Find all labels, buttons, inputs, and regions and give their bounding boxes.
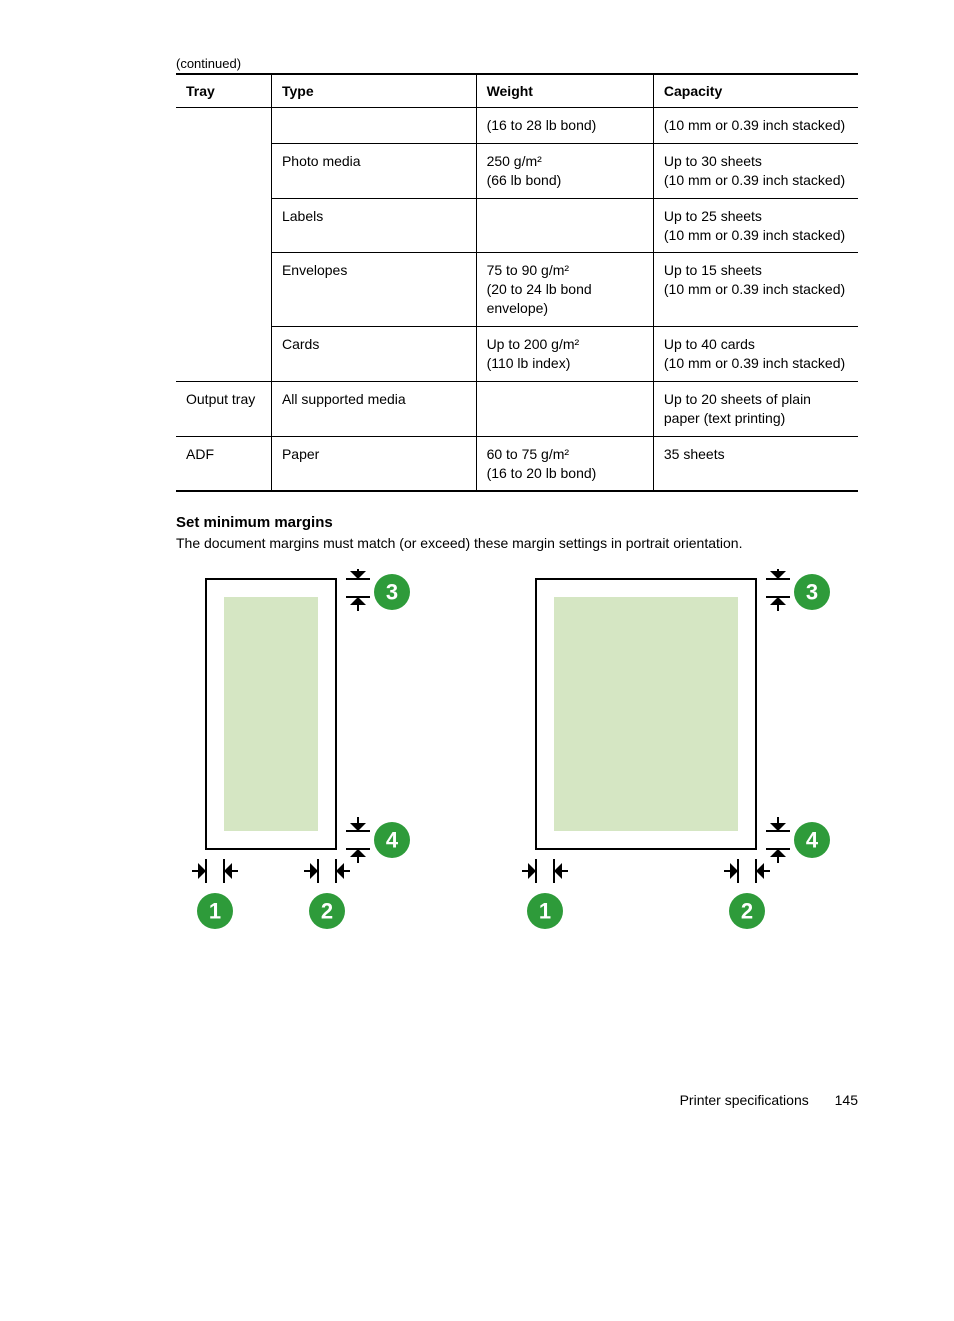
table-row: Envelopes75 to 90 g/m²(20 to 24 lb bond … bbox=[176, 253, 858, 327]
cell-tray: ADF bbox=[176, 436, 271, 491]
cell-tray bbox=[176, 108, 271, 382]
svg-text:3: 3 bbox=[806, 580, 818, 605]
cell-weight: 60 to 75 g/m²(16 to 20 lb bond) bbox=[476, 436, 653, 491]
table-header-row: Tray Type Weight Capacity bbox=[176, 74, 858, 108]
cell-capacity: Up to 25 sheets(10 mm or 0.39 inch stack… bbox=[653, 198, 858, 253]
th-weight: Weight bbox=[476, 74, 653, 108]
table-row: (16 to 28 lb bond)(10 mm or 0.39 inch st… bbox=[176, 108, 858, 144]
spec-table: Tray Type Weight Capacity (16 to 28 lb b… bbox=[176, 73, 858, 492]
table-row: Photo media250 g/m²(66 lb bond)Up to 30 … bbox=[176, 143, 858, 198]
svg-text:1: 1 bbox=[539, 899, 551, 924]
margin-diagrams: 3 4 1 2 3 4 1 2 bbox=[176, 569, 858, 952]
continued-label: (continued) bbox=[176, 56, 858, 71]
cell-type: Cards bbox=[271, 327, 476, 382]
cell-capacity: Up to 40 cards(10 mm or 0.39 inch stacke… bbox=[653, 327, 858, 382]
cell-capacity: 35 sheets bbox=[653, 436, 858, 491]
cell-type: Envelopes bbox=[271, 253, 476, 327]
cell-capacity: Up to 20 sheets of plain paper (text pri… bbox=[653, 381, 858, 436]
table-row: CardsUp to 200 g/m²(110 lb index)Up to 4… bbox=[176, 327, 858, 382]
cell-type: All supported media bbox=[271, 381, 476, 436]
table-row: Labels Up to 25 sheets(10 mm or 0.39 inch… bbox=[176, 198, 858, 253]
svg-text:2: 2 bbox=[321, 899, 333, 924]
diagram-left: 3 4 1 2 bbox=[176, 569, 426, 952]
svg-text:2: 2 bbox=[741, 899, 753, 924]
th-tray: Tray bbox=[176, 74, 271, 108]
cell-type: Photo media bbox=[271, 143, 476, 198]
cell-weight bbox=[476, 198, 653, 253]
svg-text:1: 1 bbox=[209, 899, 221, 924]
cell-weight: Up to 200 g/m²(110 lb index) bbox=[476, 327, 653, 382]
table-row: Output trayAll supported media Up to 20 s… bbox=[176, 381, 858, 436]
footer-title: Printer specifications bbox=[680, 1092, 809, 1108]
svg-text:4: 4 bbox=[806, 828, 819, 853]
section-desc: The document margins must match (or exce… bbox=[176, 535, 858, 551]
cell-tray: Output tray bbox=[176, 381, 271, 436]
cell-type: Paper bbox=[271, 436, 476, 491]
svg-text:3: 3 bbox=[386, 580, 398, 605]
cell-capacity: Up to 15 sheets(10 mm or 0.39 inch stack… bbox=[653, 253, 858, 327]
cell-type: Labels bbox=[271, 198, 476, 253]
cell-weight: 75 to 90 g/m²(20 to 24 lb bond envelope) bbox=[476, 253, 653, 327]
cell-capacity: Up to 30 sheets(10 mm or 0.39 inch stack… bbox=[653, 143, 858, 198]
cell-type bbox=[271, 108, 476, 144]
cell-weight: (16 to 28 lb bond) bbox=[476, 108, 653, 144]
th-type: Type bbox=[271, 74, 476, 108]
cell-capacity: (10 mm or 0.39 inch stacked) bbox=[653, 108, 858, 144]
th-capacity: Capacity bbox=[653, 74, 858, 108]
section-title: Set minimum margins bbox=[176, 514, 858, 531]
diagram-right: 3 4 1 2 bbox=[506, 569, 846, 952]
footer: Printer specifications 145 bbox=[176, 1092, 858, 1108]
svg-text:4: 4 bbox=[386, 828, 399, 853]
page-number: 145 bbox=[835, 1092, 858, 1108]
cell-weight: 250 g/m²(66 lb bond) bbox=[476, 143, 653, 198]
table-row: ADFPaper60 to 75 g/m²(16 to 20 lb bond)3… bbox=[176, 436, 858, 491]
cell-weight bbox=[476, 381, 653, 436]
